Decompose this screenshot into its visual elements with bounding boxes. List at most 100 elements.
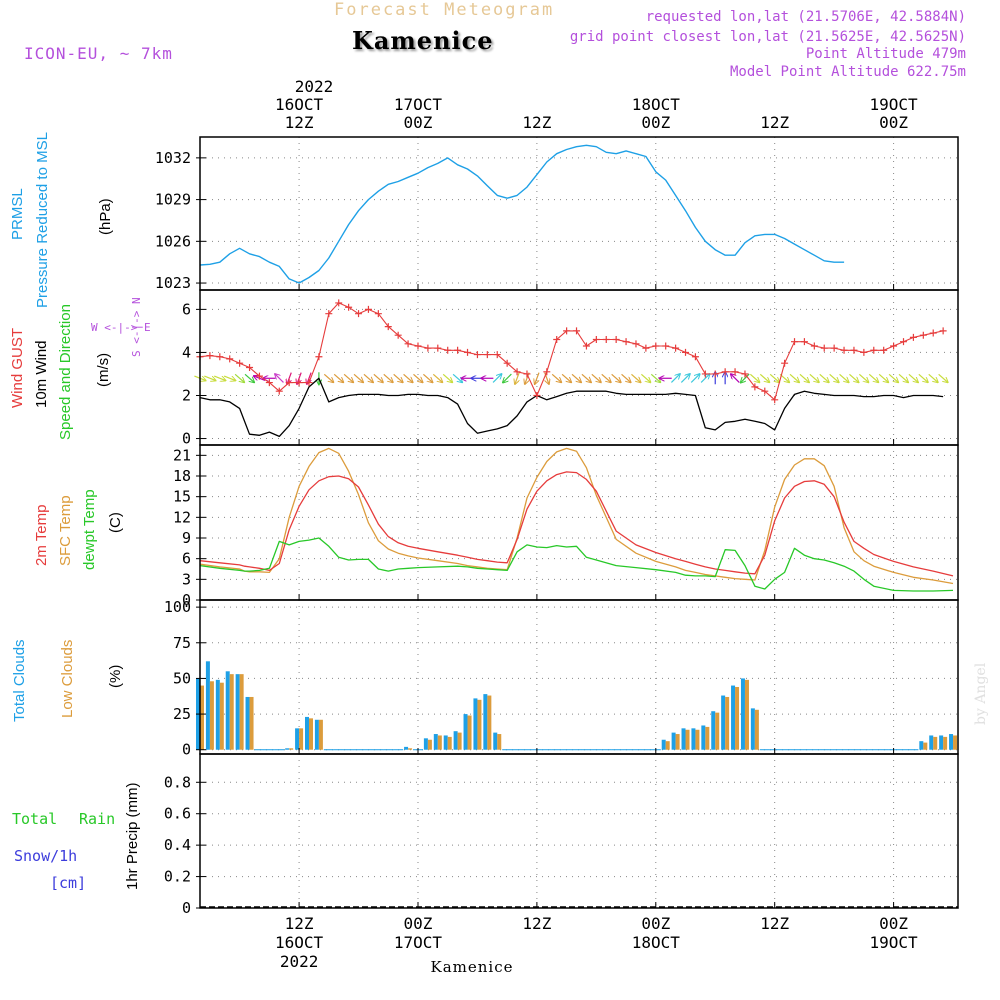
total-cloud-bar: [701, 725, 706, 750]
total-cloud-bar: [453, 731, 458, 750]
wind-direction-arrow: [422, 373, 432, 382]
low-cloud-bar: [685, 729, 690, 750]
low-cloud-bar: [754, 709, 759, 750]
total-cloud-bar: [929, 735, 934, 750]
gust-marker: [682, 348, 690, 356]
wind-ytick-label: 4: [182, 343, 191, 361]
sfc-temp-line: [199, 447, 954, 585]
wind-direction-arrow: [928, 373, 938, 382]
clouds-ytick-label: 0: [182, 741, 191, 759]
gust-marker: [533, 391, 541, 399]
top-axis-hour: 12Z: [285, 113, 314, 132]
wind-direction-arrow: [938, 373, 948, 382]
bottom-axis-day: 17OCT: [394, 933, 443, 952]
wind-direction-arrow: [413, 373, 422, 382]
bottom-axis-day: 16OCT: [275, 933, 324, 952]
credit-text: by Angel: [973, 662, 989, 725]
wind-direction-arrow: [849, 373, 858, 382]
wind-direction-arrow: [670, 374, 679, 383]
wind-direction-arrow: [323, 373, 333, 382]
wind-direction-arrow: [403, 373, 413, 382]
total-cloud-bar: [285, 748, 290, 750]
wind-direction-arrow: [591, 373, 601, 382]
wind-label-2: Speed and Direction: [57, 304, 74, 440]
bottom-location-label: Kamenice: [431, 958, 514, 976]
precip-unit: 1hr Precip (mm): [124, 782, 141, 890]
cloud-panel-labels: Total Clouds Low Clouds (%): [11, 639, 124, 722]
low-cloud-bar: [299, 728, 304, 750]
chart-title-location: Kamenice: [352, 26, 494, 55]
gust-marker: [582, 342, 590, 350]
low-cloud-bar: [497, 734, 502, 750]
axis-layer: 1023102610291032024603691215182102550751…: [155, 149, 895, 917]
low-cloud-bar: [200, 685, 204, 750]
wind-direction-arrow: [918, 373, 928, 382]
wind-direction-arrow: [535, 372, 540, 384]
top-axis-hour: 00Z: [641, 113, 670, 132]
gust-marker: [473, 351, 481, 359]
total-cloud-bar: [483, 694, 488, 750]
temp-unit: (C): [107, 512, 124, 533]
total-label: Total: [12, 810, 57, 828]
wind-direction-arrow: [432, 373, 442, 382]
gust-marker: [880, 346, 888, 354]
compass-we: W <-|-> E: [91, 321, 151, 334]
low-cloud-bar: [725, 696, 730, 750]
wind-direction-arrow: [571, 373, 581, 382]
gust-marker: [216, 353, 224, 361]
grid-layer: [200, 137, 958, 909]
gust-marker: [840, 346, 848, 354]
total-cloud-bar: [225, 671, 230, 750]
gust-marker: [285, 379, 293, 387]
wind-direction-arrow: [898, 373, 908, 382]
pressure-unit: (hPa): [97, 198, 114, 235]
top-axis-hour: 12Z: [760, 113, 789, 132]
total-cloud-bar: [939, 735, 944, 750]
gust-marker: [771, 396, 779, 404]
wind-direction-arrow: [234, 373, 244, 382]
wind-direction-arrow: [611, 373, 621, 382]
wind-direction-arrow: [503, 373, 512, 382]
gust-marker: [761, 387, 769, 395]
total-cloud-bar: [423, 738, 428, 750]
dewpoint-line: [199, 537, 954, 592]
gust-marker: [275, 387, 283, 395]
wind-ytick-label: 0: [182, 430, 191, 448]
low-cloud-bar: [457, 732, 462, 750]
wind-direction-arrow: [393, 373, 403, 382]
low-cloud-bar: [467, 715, 472, 750]
top-axis-hour: 12Z: [522, 113, 551, 132]
temp-panel-labels: 2m Temp SFC Temp dewpt Temp (C): [33, 489, 124, 570]
wind-direction-arrow: [631, 373, 640, 382]
bottom-axis-day: 19OCT: [870, 933, 919, 952]
wind-panel-frame: [199, 289, 959, 446]
low-cloud-bar: [209, 681, 214, 750]
total-cloud-bar: [215, 679, 220, 750]
wind-unit: (m/s): [95, 353, 112, 387]
wind-direction-arrow: [353, 373, 363, 382]
gust-marker: [246, 364, 254, 371]
bottom-axis-hour: 00Z: [641, 914, 670, 933]
bottom-axis-hour: 00Z: [404, 914, 433, 933]
gust-marker: [563, 327, 571, 335]
wind-direction-arrow: [809, 373, 819, 382]
wind-direction-arrow: [492, 374, 501, 383]
wind-direction-arrow: [640, 373, 650, 382]
gust-marker: [394, 331, 402, 339]
gust-marker: [701, 370, 709, 378]
bottom-axis-hour: 12Z: [285, 914, 314, 933]
wind-direction-arrow: [275, 374, 284, 383]
model-label: ICON-EU, ~ 7km: [24, 44, 173, 63]
temp-ytick-label: 0: [182, 591, 191, 609]
model-altitude: Model Point Altitude 622.75m: [729, 64, 966, 80]
tsfc-label: SFC Temp: [57, 495, 74, 566]
wind-direction-arrow: [858, 373, 868, 382]
wind-direction-arrow: [868, 373, 878, 382]
gust-marker: [236, 359, 244, 367]
low-cloud-bar: [318, 719, 323, 750]
wind-direction-arrow: [908, 373, 918, 382]
clouds-ytick-label: 25: [173, 705, 191, 723]
wind-direction-arrow: [452, 373, 462, 382]
total-cloud-bar: [750, 708, 755, 750]
